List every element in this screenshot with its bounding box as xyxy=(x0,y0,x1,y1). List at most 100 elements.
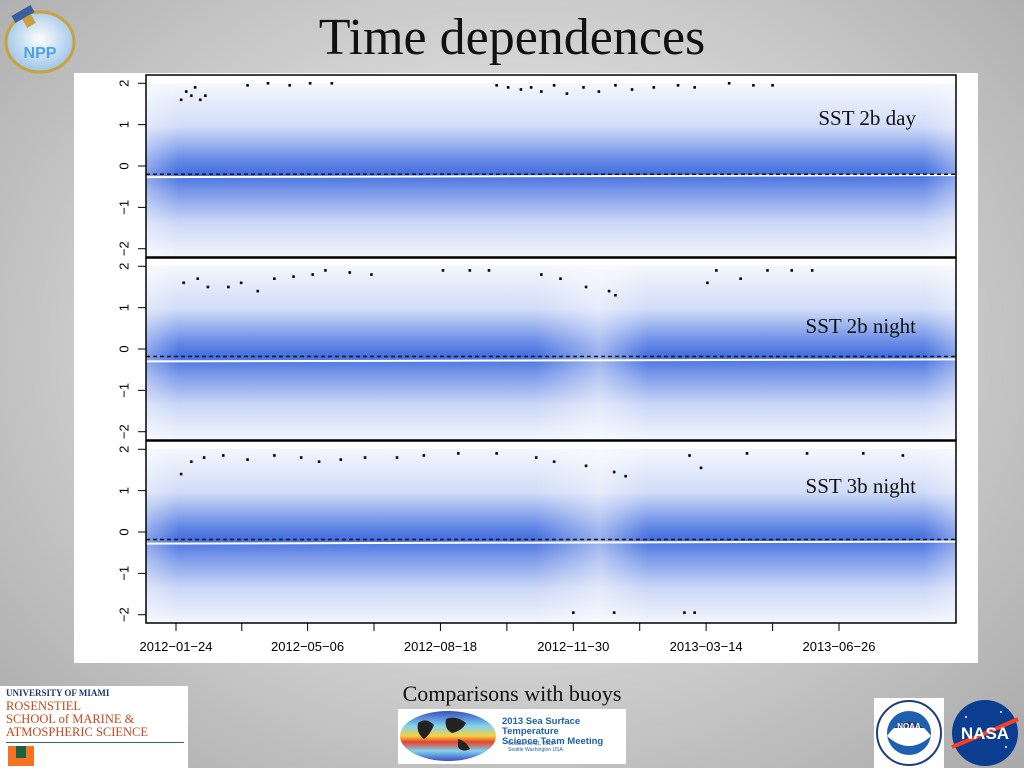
meeting-title-line: 2013 Sea Surface Temperature xyxy=(502,716,581,737)
outlier-point xyxy=(559,277,562,280)
panel-label: SST 3b night xyxy=(806,474,917,498)
slide-caption: Comparisons with buoys xyxy=(402,681,622,706)
outlier-point xyxy=(395,456,399,459)
university-name: UNIVERSITY OF MIAMI xyxy=(6,688,110,698)
outlier-point xyxy=(540,273,543,276)
outlier-point xyxy=(688,454,691,457)
u-logo-icon xyxy=(8,746,34,766)
time-dependence-figure: −2 −1 0 1 2 SST 2b day −2 −1 0 1 2 SST 2b night −2 −1… xyxy=(74,73,978,663)
outlier-point xyxy=(683,611,686,614)
y-tick-label: −2 xyxy=(117,607,132,622)
median-line xyxy=(145,358,957,363)
density-gap-fade xyxy=(146,441,956,623)
y-tick-label: 0 xyxy=(117,528,132,535)
outlier-point xyxy=(422,454,426,457)
x-tick-label: 2012−08−18 xyxy=(404,639,477,654)
outlier-point xyxy=(727,81,731,85)
y-tick-label: −1 xyxy=(117,200,132,215)
outlier-point xyxy=(330,81,334,85)
outlier-point xyxy=(348,271,352,274)
outlier-point xyxy=(612,611,616,614)
world-map-icon xyxy=(400,711,496,761)
outlier-point xyxy=(363,456,367,459)
outlier-point xyxy=(273,277,276,280)
outlier-point xyxy=(706,281,709,285)
outlier-point xyxy=(693,611,696,614)
outlier-point xyxy=(308,81,312,85)
chart: −2 −1 0 1 2 SST 2b day −2 −1 0 1 2 SST 2b night −2 −1… xyxy=(117,74,957,654)
outlier-point xyxy=(810,269,814,272)
x-tick-label: 2012−01−24 xyxy=(139,639,212,654)
npp-logo-text: NPP xyxy=(24,45,57,62)
outlier-point xyxy=(805,452,809,455)
outlier-point xyxy=(745,452,749,455)
outlier-point xyxy=(676,84,680,87)
outlier-point xyxy=(292,275,295,278)
logo-divider xyxy=(6,742,184,743)
outlier-point xyxy=(693,86,696,89)
outlier-point xyxy=(198,98,202,102)
outlier-point xyxy=(457,452,460,455)
outlier-point xyxy=(565,92,569,95)
outlier-point xyxy=(246,458,249,461)
outlier-point xyxy=(624,474,627,478)
meeting-banner: 2013 Sea Surface Temperature Science Tea… xyxy=(398,709,626,764)
meeting-date: October 29-31, 2013 xyxy=(508,741,554,747)
outlier-point xyxy=(771,84,774,87)
outlier-point xyxy=(614,293,617,297)
y-tick-label: 1 xyxy=(117,487,132,494)
outlier-point xyxy=(182,281,185,285)
outlier-point xyxy=(193,86,197,89)
outlier-point xyxy=(441,269,445,272)
outlier-point xyxy=(468,269,472,272)
outlier-point xyxy=(584,285,588,289)
outlier-point xyxy=(766,269,769,272)
outlier-point xyxy=(227,285,230,289)
x-tick-label: 2013−03−14 xyxy=(670,639,743,654)
rsmas-logo: UNIVERSITY OF MIAMI ROSENSTIEL SCHOOL of… xyxy=(0,686,188,768)
outlier-point xyxy=(582,86,585,89)
x-tick-label: 2012−05−06 xyxy=(271,639,344,654)
outlier-point xyxy=(206,285,210,289)
y-tick-label: −1 xyxy=(117,383,132,398)
outlier-point xyxy=(739,277,742,280)
outlier-point xyxy=(699,466,703,470)
y-tick-label: 2 xyxy=(117,446,132,453)
y-tick-label: 0 xyxy=(117,345,132,352)
outlier-point xyxy=(339,458,343,461)
outlier-point xyxy=(614,84,617,87)
outlier-point xyxy=(190,460,193,463)
y-tick-label: 2 xyxy=(117,263,132,270)
outlier-point xyxy=(239,281,243,285)
chart-panel: −2 −1 0 1 2 SST 3b night xyxy=(117,440,957,624)
outlier-point xyxy=(612,470,616,474)
outlier-point xyxy=(311,273,314,276)
y-tick-label: 1 xyxy=(117,304,132,311)
x-tick-label: 2012−11−30 xyxy=(537,639,609,654)
outlier-point xyxy=(630,88,634,91)
school-line: ATMOSPHERIC SCIENCE xyxy=(6,725,149,739)
outlier-point xyxy=(190,94,193,97)
nasa-logo: NASA xyxy=(951,700,1019,766)
outlier-point xyxy=(552,84,556,87)
outlier-point xyxy=(246,84,249,87)
outlier-point xyxy=(317,460,321,463)
outlier-point xyxy=(179,472,183,476)
outlier-point xyxy=(324,269,327,272)
school-line: SCHOOL of MARINE & xyxy=(6,712,135,726)
y-tick-label: 0 xyxy=(117,162,132,169)
slide-title: Time dependences xyxy=(318,9,706,66)
outlier-point xyxy=(519,88,523,91)
npp-logo: NPP xyxy=(4,5,76,74)
panel-label: SST 2b night xyxy=(806,314,917,338)
outlier-point xyxy=(597,90,601,93)
nasa-text: NASA xyxy=(961,724,1009,743)
outlier-point xyxy=(288,84,291,87)
outlier-point xyxy=(715,269,718,272)
y-tick-label: −2 xyxy=(117,424,132,439)
outlier-point xyxy=(652,86,656,89)
outlier-point xyxy=(179,98,183,102)
outlier-point xyxy=(495,84,498,87)
chart-panel: −2 −1 0 1 2 SST 2b day xyxy=(117,74,957,258)
outlier-point xyxy=(196,277,200,280)
